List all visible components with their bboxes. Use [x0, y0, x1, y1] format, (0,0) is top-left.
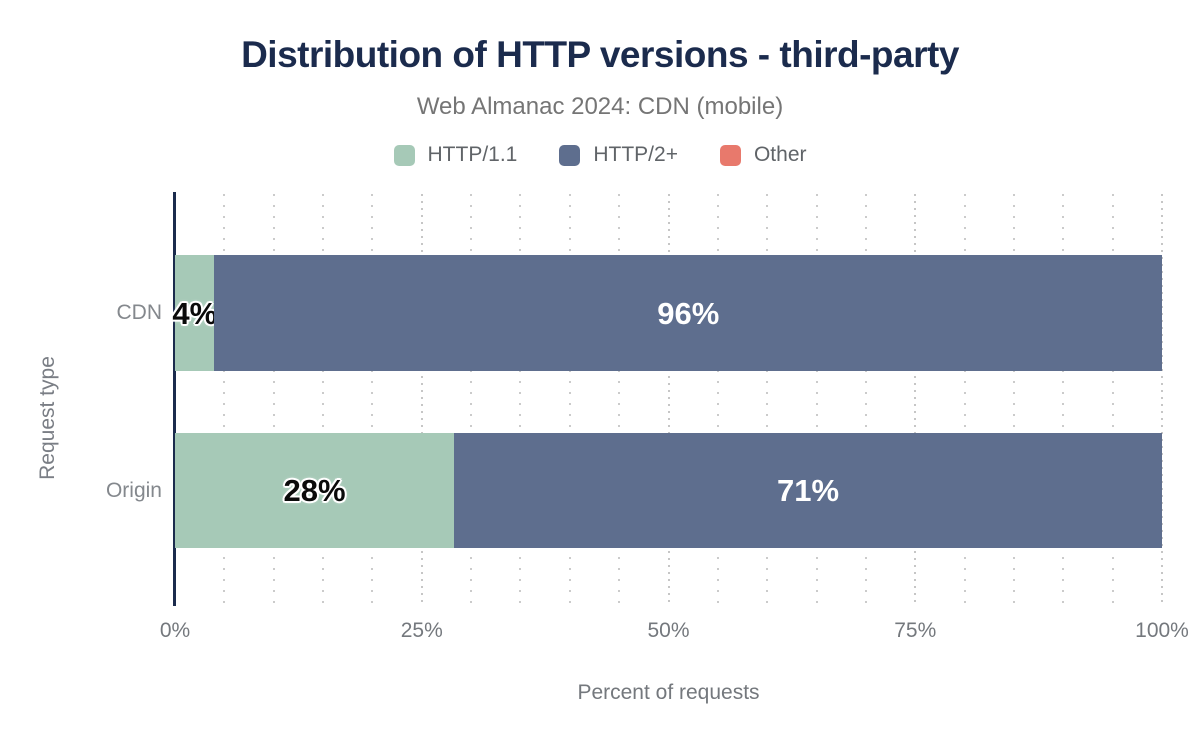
bar-segment: 4% [172, 255, 218, 371]
legend: HTTP/1.1 HTTP/2+ Other [0, 143, 1200, 167]
y-axis-line [173, 192, 176, 606]
bar-segment: 28% [175, 433, 455, 548]
grid-line [568, 194, 571, 604]
bar-segment: 71% [454, 433, 1162, 548]
grid-line [420, 194, 423, 604]
grid-line [815, 194, 818, 604]
grid-line [864, 194, 867, 604]
legend-item: Other [719, 143, 807, 167]
legend-label: HTTP/1.1 [427, 143, 518, 166]
grid-line [667, 194, 670, 604]
grid-line [371, 194, 374, 604]
x-tick-label: 25% [400, 619, 443, 642]
legend-swatch-icon [559, 144, 581, 166]
chart-subtitle: Web Almanac 2024: CDN (mobile) [416, 93, 784, 120]
legend-item: HTTP/1.1 [393, 143, 518, 167]
grid-line [914, 194, 917, 604]
legend-label: Other [753, 143, 807, 166]
grid-line [223, 194, 226, 604]
bar-row: 28% 71% [175, 433, 1162, 548]
x-tick-label: 50% [647, 619, 690, 642]
grid-line [1062, 194, 1065, 604]
grid-line [1012, 194, 1015, 604]
grid-line [470, 194, 473, 604]
legend-label: HTTP/2+ [593, 143, 678, 166]
x-tick-label: 0% [159, 619, 191, 642]
grid-line [1161, 194, 1163, 604]
grid-line [618, 194, 621, 604]
grid-line [716, 194, 719, 604]
plot-area: 4% 96% 28% 71% [172, 192, 1163, 606]
chart-title: Distribution of HTTP versions - third-pa… [241, 34, 959, 75]
y-category-label: Origin [105, 478, 162, 502]
legend-item: HTTP/2+ [559, 143, 678, 167]
x-tick-label: 75% [894, 619, 937, 642]
grid-line [272, 194, 275, 604]
bar-segment-label: 71% [777, 473, 840, 508]
y-axis-title: Request type [36, 356, 59, 480]
grid-line [519, 194, 522, 604]
bar-segment: 96% [214, 255, 1162, 371]
x-axis-title: Percent of requests [577, 681, 760, 704]
grid-line [766, 194, 769, 604]
x-tick-label: 100% [1135, 619, 1189, 642]
bar-segment-label: 4% [172, 295, 218, 331]
bar-segment-label: 28% [283, 473, 346, 508]
bar-row: 4% 96% [172, 255, 1162, 371]
legend-swatch-icon [393, 144, 415, 166]
y-category-label: CDN [116, 301, 163, 324]
grid-line [322, 194, 325, 604]
grid-line [1111, 194, 1114, 604]
bar-segment-label: 96% [657, 295, 720, 331]
legend-swatch-icon [719, 144, 741, 166]
grid-line [963, 194, 966, 604]
